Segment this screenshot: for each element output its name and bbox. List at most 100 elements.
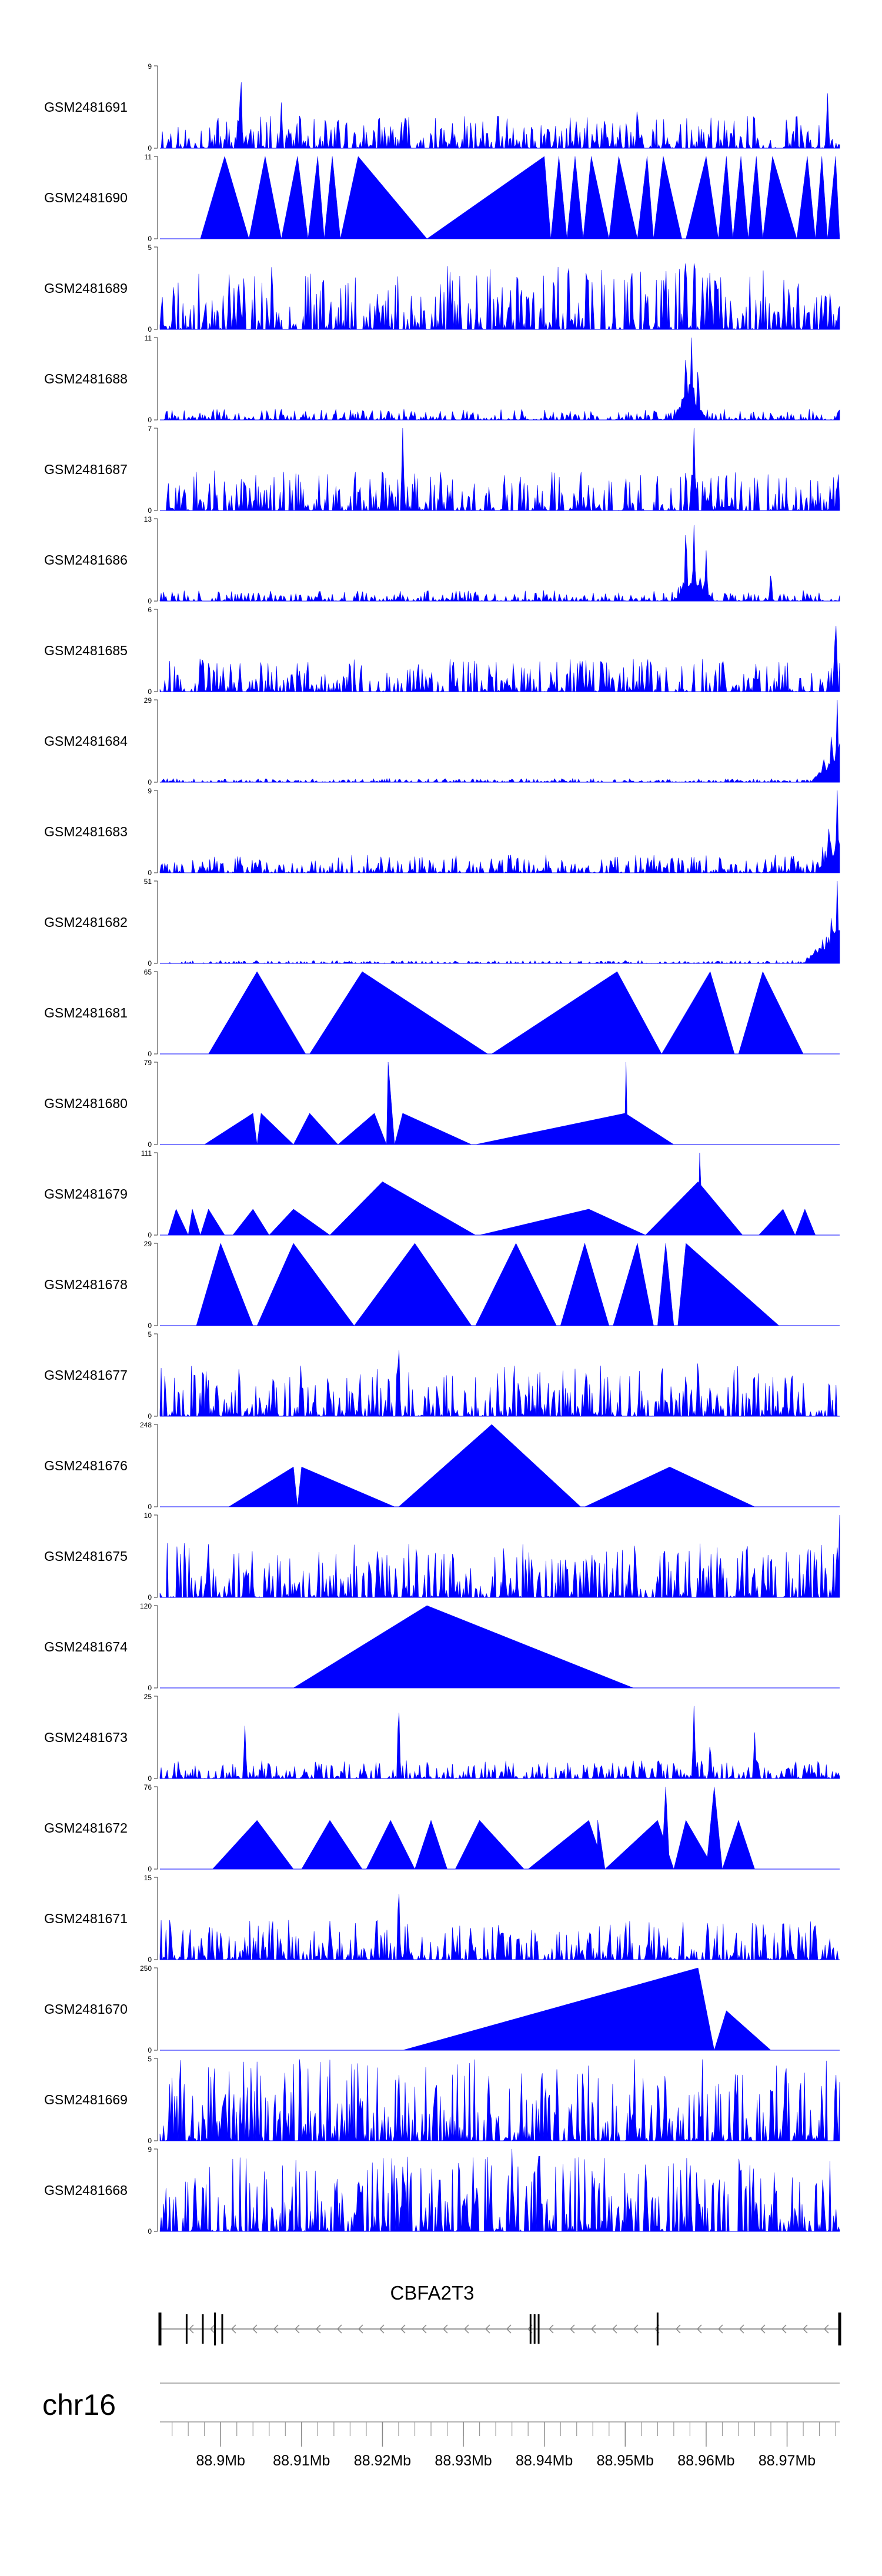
exon-mark: [656, 2313, 659, 2345]
coverage-triangle: [309, 971, 489, 1055]
y-tick-max-label: 248: [140, 1421, 152, 1429]
track-GSM2481688: GSM2481688 11 0: [44, 334, 840, 424]
coverage-triangle: [293, 1605, 634, 1689]
y-tick-max-label: 13: [144, 515, 152, 523]
y-tick-max-label: 9: [148, 787, 152, 795]
y-tick-min-label: 0: [148, 1956, 152, 1964]
y-tick-max-label: 5: [148, 2055, 152, 2063]
y-tick-min-label: 0: [148, 506, 152, 515]
coverage-triangle: [794, 1209, 816, 1236]
track-GSM2481683: GSM2481683 9 0: [44, 787, 840, 877]
coverage-triangle: [340, 156, 427, 239]
coverage-triangle: [661, 971, 735, 1055]
coverage-triangle: [527, 1820, 606, 1870]
strand-chevron: [315, 2324, 321, 2334]
strand-chevron: [633, 2324, 639, 2334]
y-tick-max-label: 29: [144, 1240, 152, 1248]
coverage-triangle: [200, 156, 249, 239]
y-tick-max-label: 15: [144, 1874, 152, 1882]
coverage-profile: [160, 82, 840, 149]
coverage-profile: [159, 1706, 840, 1780]
exon-mark: [214, 2313, 216, 2345]
y-tick-min-label: 0: [148, 1503, 152, 1511]
strand-chevron: [273, 2324, 279, 2334]
coverage-triangle: [657, 1243, 674, 1326]
track-label: GSM2481679: [44, 1186, 128, 1202]
strand-chevron: [548, 2324, 554, 2334]
track-label: GSM2481682: [44, 915, 128, 930]
strand-chevron: [506, 2324, 512, 2334]
coverage-triangle: [748, 156, 763, 239]
track-GSM2481686: GSM2481686 13 0: [44, 515, 840, 605]
coverage-profile: [159, 525, 840, 602]
exon-mark: [158, 2313, 162, 2345]
coverage-triangle: [269, 1209, 330, 1236]
coverage-triangle: [366, 1820, 415, 1870]
strand-chevron: [463, 2324, 469, 2334]
coverage-profile: [159, 2148, 840, 2233]
track-label: GSM2481675: [44, 1549, 128, 1564]
coverage-profile: [160, 428, 840, 512]
strand-chevron: [590, 2324, 596, 2334]
axis-tick-label: 88.95Mb: [597, 2452, 654, 2469]
track-GSM2481689: GSM2481689 5 0: [44, 243, 840, 333]
track-label: GSM2481676: [44, 1458, 128, 1473]
strand-chevron: [379, 2324, 385, 2334]
track-GSM2481669: GSM2481669 5 0: [44, 2055, 840, 2145]
coverage-triangle: [353, 1243, 472, 1326]
coverage-triangle: [475, 1243, 557, 1326]
coverage-triangle: [256, 1113, 294, 1145]
track-GSM2481682: GSM2481682 51 0: [44, 877, 840, 967]
strand-chevron: [675, 2324, 681, 2334]
y-tick-min-label: 0: [148, 1593, 152, 1601]
y-tick-max-label: 9: [148, 62, 152, 71]
coverage-triangle: [398, 1424, 582, 1507]
coverage-triangle: [329, 1181, 476, 1236]
y-tick-min-label: 0: [148, 1774, 152, 1783]
coverage-triangle: [256, 1243, 355, 1326]
coverage-profile: [160, 880, 840, 964]
track-label: GSM2481685: [44, 643, 128, 658]
coverage-triangle: [168, 1209, 189, 1236]
track-GSM2481687: GSM2481687 7 0: [44, 425, 840, 515]
coverage-triangle: [738, 971, 804, 1055]
coverage-triangle: [188, 1209, 201, 1236]
coverage-triangle: [426, 156, 551, 239]
y-tick-min-label: 0: [148, 416, 152, 424]
track-GSM2481673: GSM2481673 25 0: [44, 1693, 840, 1783]
strand-chevron: [358, 2324, 363, 2334]
coverage-triangle: [228, 1466, 298, 1507]
genome-axis-track: chr16 88.9Mb 88.91Mb 88.92Mb 88.93Mb 88.94Mb…: [42, 2383, 840, 2469]
y-tick-max-label: 120: [140, 1602, 152, 1610]
coverage-profile: [159, 790, 840, 874]
coverage-triangle: [706, 1786, 723, 1870]
coverage-triangle: [584, 1466, 755, 1507]
coverage-triangle: [762, 156, 797, 239]
y-tick-min-label: 0: [148, 597, 152, 605]
coverage-profile: [159, 699, 840, 783]
track-label: GSM2481688: [44, 371, 128, 386]
coverage-triangle: [281, 156, 309, 239]
track-label: GSM2481669: [44, 2092, 128, 2107]
exon-mark: [838, 2313, 841, 2345]
track-label: GSM2481668: [44, 2183, 128, 2198]
coverage-triangle: [402, 1967, 714, 2051]
axis-tick-label: 88.94Mb: [516, 2452, 573, 2469]
strand-chevron: [294, 2324, 300, 2334]
coverage-triangle: [203, 1113, 258, 1145]
strand-chevron: [442, 2324, 448, 2334]
y-tick-max-label: 10: [144, 1511, 152, 1520]
track-label: GSM2481670: [44, 2001, 128, 2017]
coverage-triangle: [560, 1243, 610, 1326]
track-GSM2481670: GSM2481670 250 0: [44, 1964, 840, 2054]
coverage-triangle: [475, 1113, 674, 1145]
y-tick-min-label: 0: [148, 2137, 152, 2145]
strand-chevron: [421, 2324, 427, 2334]
coverage-triangle: [653, 156, 682, 239]
coverage-triangle: [249, 156, 282, 239]
y-tick-min-label: 0: [148, 325, 152, 333]
y-tick-max-label: 11: [145, 153, 152, 161]
strand-chevron: [760, 2324, 766, 2334]
track-GSM2481685: GSM2481685 6 0: [44, 606, 840, 696]
